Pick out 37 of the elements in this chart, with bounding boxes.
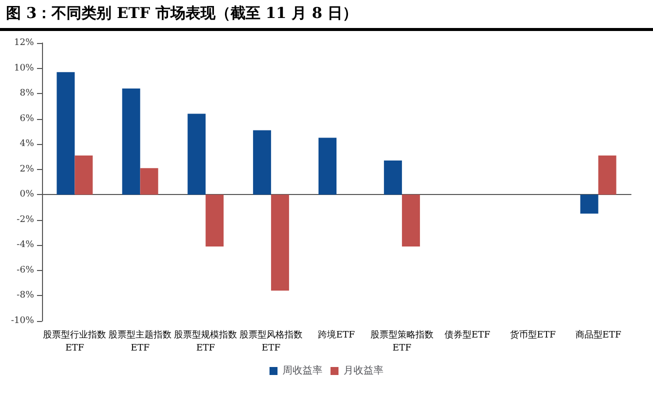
bar: [384, 160, 402, 195]
x-tick-label: 股票型风格指数ETF: [240, 330, 303, 354]
y-tick-label: -6%: [16, 265, 34, 276]
bar: [56, 72, 75, 195]
legend-label: 月收益率: [344, 364, 384, 376]
y-tick-label: -8%: [16, 290, 34, 301]
x-tick-label: 货币型ETF: [510, 330, 556, 340]
bar: [253, 130, 272, 195]
bar: [318, 138, 336, 195]
x-tick-label: 股票型规模指数ETF: [174, 330, 238, 354]
x-tick-label: 股票型策略指数ETF: [370, 330, 434, 354]
bar: [140, 168, 158, 195]
bar: [580, 194, 598, 214]
y-tick-label: -2%: [16, 214, 34, 225]
y-tick-label: 2%: [20, 164, 34, 174]
x-tick-label: 商品型ETF: [575, 330, 622, 340]
chart-title: 图 3：不同类别 ETF 市场表现（截至 11 月 8 日）: [0, 0, 653, 31]
y-tick-label: 4%: [20, 139, 34, 150]
x-tick-label: 跨境ETF: [318, 330, 355, 340]
bar: [271, 194, 290, 291]
y-tick-label: 6%: [20, 114, 34, 124]
x-tick-label: 债券型ETF: [444, 330, 490, 340]
legend-label: 周收益率: [282, 364, 322, 376]
y-tick-label: 8%: [20, 88, 34, 99]
y-tick-label: -4%: [16, 240, 34, 250]
bar: [206, 194, 224, 246]
bar: [188, 114, 206, 195]
y-tick-label: 0%: [20, 190, 34, 200]
bar: [74, 155, 93, 195]
bar: [598, 155, 616, 195]
bar: [402, 194, 420, 246]
x-tick-label: 股票型行业指数ETF: [43, 330, 106, 354]
y-tick-label: 12%: [14, 38, 34, 48]
bar: [122, 88, 140, 195]
y-tick-label: -10%: [10, 316, 34, 326]
x-tick-label: 股票型主题指数ETF: [108, 330, 172, 354]
y-tick-label: 10%: [14, 63, 34, 74]
